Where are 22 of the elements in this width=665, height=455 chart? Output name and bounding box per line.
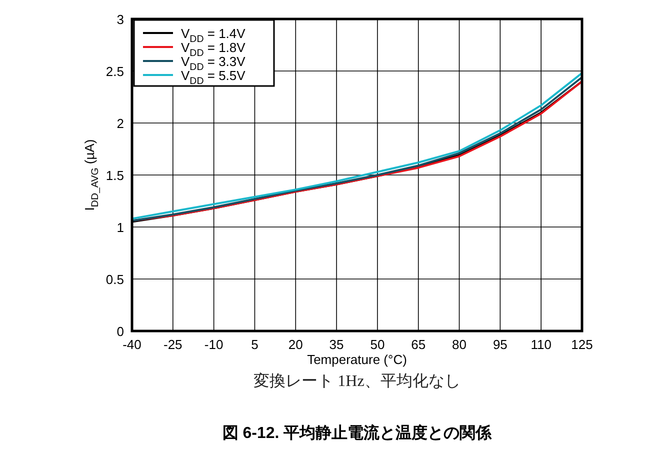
y-tick-label: 1 <box>116 220 124 235</box>
x-tick-label: 110 <box>530 337 552 352</box>
y-tick-label: 2 <box>116 116 124 131</box>
y-tick-label: 0 <box>116 324 124 339</box>
y-tick-label: 1.5 <box>106 168 124 183</box>
x-axis-title: Temperature (°C) <box>307 352 407 367</box>
x-tick-label: 125 <box>571 337 593 352</box>
x-tick-label: -10 <box>204 337 224 352</box>
text: 図 6-12. 平均静止電流と温度との関係 <box>222 423 493 442</box>
y-tick-label: 0.5 <box>106 272 124 287</box>
x-tick-label: 5 <box>251 337 258 352</box>
y-tick-label: 3 <box>116 12 124 27</box>
x-tick-label: 20 <box>288 337 303 352</box>
y-tick-label: 2.5 <box>106 64 124 79</box>
text: 変換レート 1Hz、平均化なし <box>254 372 460 390</box>
x-tick-label: 65 <box>411 337 426 352</box>
x-tick-label: 80 <box>452 337 467 352</box>
x-tick-label: 95 <box>492 337 508 352</box>
x-tick-label: -25 <box>164 337 182 352</box>
x-tick-label: -40 <box>122 337 142 352</box>
x-tick-label: 35 <box>329 337 344 352</box>
x-tick-label: 50 <box>370 337 385 352</box>
